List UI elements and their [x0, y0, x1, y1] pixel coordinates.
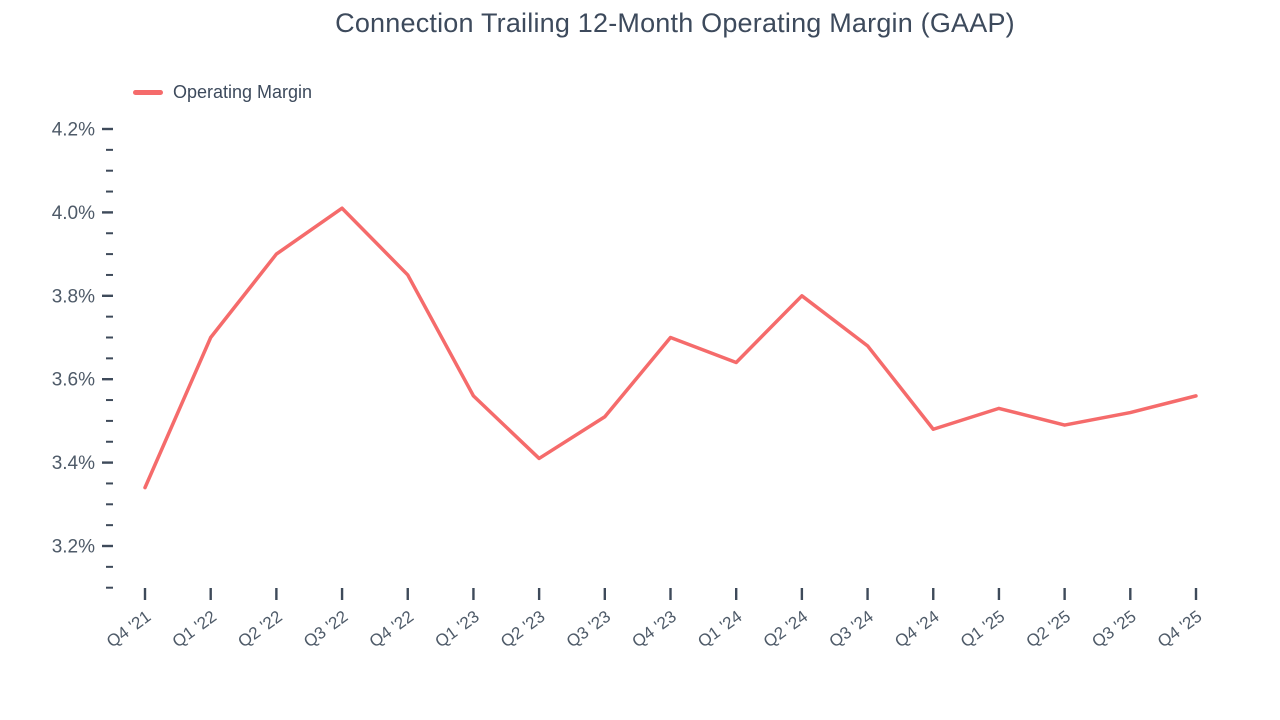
y-axis-tick-label: 3.4%: [52, 453, 95, 474]
legend: Operating Margin: [133, 82, 312, 103]
y-axis-tick-label: 4.0%: [52, 203, 95, 224]
x-axis-tick-label: Q2 '22: [234, 607, 285, 652]
x-axis-tick-label: Q2 '24: [760, 607, 811, 652]
x-axis-tick-label: Q4 '22: [366, 607, 417, 652]
y-axis-tick-label: 4.2%: [52, 120, 95, 141]
x-axis-tick-label: Q1 '22: [169, 607, 220, 652]
y-axis-tick-label: 3.8%: [52, 286, 95, 307]
x-axis-tick-label: Q4 '25: [1154, 607, 1205, 652]
y-axis-tick-label: 3.2%: [52, 537, 95, 558]
y-axis-tick-label: 3.6%: [52, 370, 95, 391]
x-axis-tick-label: Q1 '23: [432, 607, 483, 652]
x-axis-tick-label: Q4 '23: [629, 607, 680, 652]
x-axis-tick-label: Q1 '24: [694, 607, 745, 652]
legend-label: Operating Margin: [173, 82, 313, 102]
x-axis-tick-label: Q2 '23: [497, 607, 548, 652]
x-axis-tick-label: Q3 '22: [300, 607, 351, 652]
x-axis-tick-label: Q3 '24: [826, 607, 877, 652]
chart-title: Connection Trailing 12-Month Operating M…: [335, 8, 1015, 38]
x-axis-tick-label: Q3 '25: [1088, 607, 1139, 652]
x-axis-tick-label: Q1 '25: [957, 607, 1008, 652]
x-axis-tick-label: Q2 '25: [1023, 607, 1074, 652]
operating-margin-series-line: [143, 206, 1198, 490]
x-axis-tick-label: Q4 '21: [103, 607, 154, 652]
x-axis-tick-label: Q3 '23: [563, 607, 614, 652]
x-axis-tick-label: Q4 '24: [891, 607, 942, 652]
legend-line-swatch: [133, 90, 163, 95]
